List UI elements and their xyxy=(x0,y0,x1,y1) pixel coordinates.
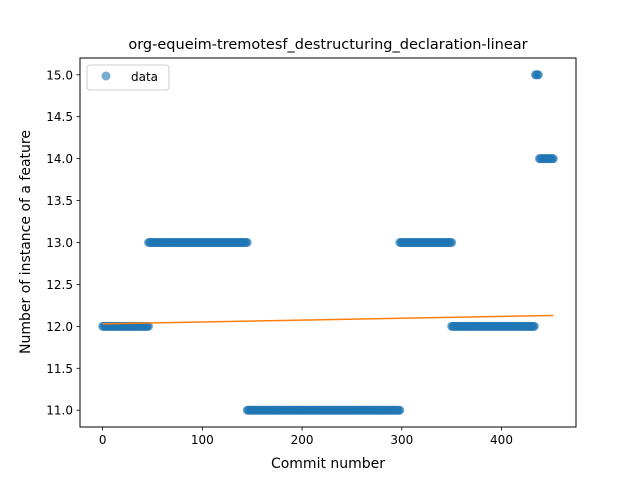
y-tick-label: 12.5 xyxy=(46,278,73,292)
data-point xyxy=(548,154,558,164)
y-tick-label: 13.5 xyxy=(46,194,73,208)
data-point xyxy=(395,405,405,415)
x-tick-label: 300 xyxy=(390,433,413,447)
data-point xyxy=(533,70,543,80)
data-point xyxy=(529,321,539,331)
fit-line xyxy=(102,314,554,325)
y-tick-label: 15.0 xyxy=(46,68,73,82)
x-tick-label: 200 xyxy=(291,433,314,447)
y-axis-ticks: 11.0 11.5 12.0 12.5 13.0 13.5 14.0 14.5 15.0 xyxy=(46,68,80,418)
x-tick-label: 400 xyxy=(490,433,513,447)
y-tick-label: 14.5 xyxy=(46,110,73,124)
y-tick-label: 11.5 xyxy=(46,362,73,376)
data-point xyxy=(242,238,252,247)
y-tick-label: 14.0 xyxy=(46,152,73,166)
x-axis-label: Commit number xyxy=(271,456,385,472)
y-axis-label: Number of instance of a feature xyxy=(18,130,34,354)
legend-box xyxy=(86,64,170,91)
data-points-layer xyxy=(98,70,558,415)
x-axis-ticks: 0 100 200 300 400 xyxy=(99,427,513,447)
legend: data xyxy=(86,64,170,91)
x-tick-label: 0 xyxy=(99,433,107,447)
x-tick-label: 100 xyxy=(191,433,214,447)
y-tick-label: 12.0 xyxy=(46,320,73,334)
legend-label-data: data xyxy=(131,70,158,84)
data-point xyxy=(447,238,457,247)
y-tick-label: 11.0 xyxy=(46,404,73,418)
data-point xyxy=(144,321,154,331)
chart-title: org-equeim-tremotesf_destructuring_decla… xyxy=(128,37,527,53)
fit-line-layer xyxy=(102,314,554,325)
legend-marker-icon xyxy=(101,71,111,81)
y-tick-label: 13.0 xyxy=(46,236,73,250)
